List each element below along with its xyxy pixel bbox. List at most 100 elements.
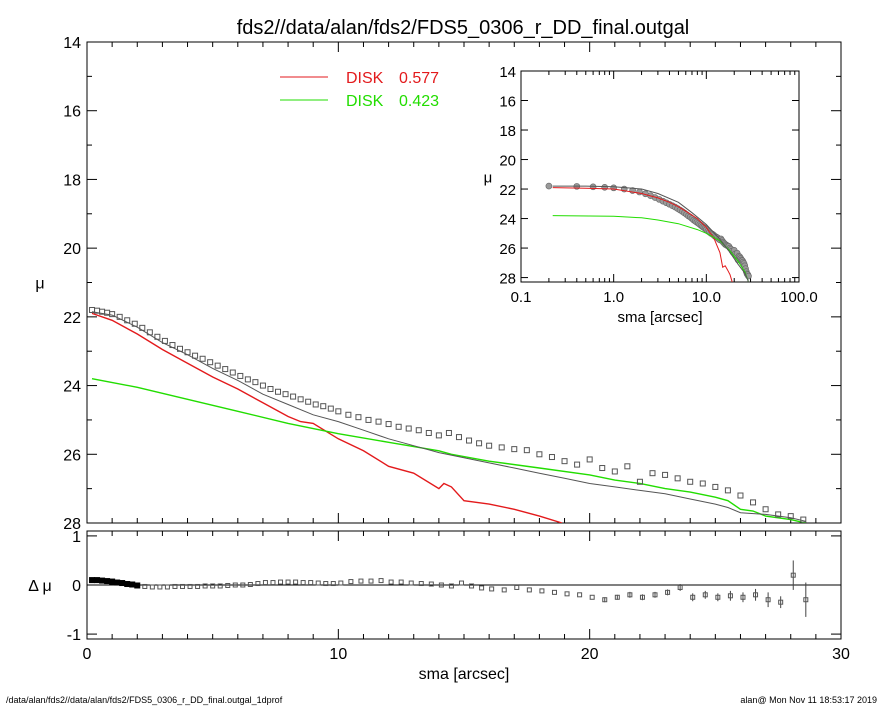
data-point: [750, 499, 757, 506]
residual-point: [104, 578, 111, 585]
data-point: [523, 447, 530, 454]
inset-total-line: [552, 185, 750, 282]
data-point: [574, 461, 581, 468]
data-point: [687, 478, 694, 485]
residual-point: [323, 581, 329, 587]
x-tick-label: 0: [83, 646, 92, 663]
residual-point: [438, 582, 444, 588]
disk2-model-line: [91, 378, 806, 523]
data-point: [548, 454, 555, 461]
residual-point: [740, 594, 746, 600]
y-tick-label: -1: [67, 627, 81, 644]
y-tick-label: 28: [63, 516, 81, 533]
data-point: [124, 317, 131, 324]
data-point: [395, 423, 402, 430]
residual-point: [255, 581, 261, 587]
legend-label: DISK: [346, 70, 384, 87]
legend-value: 0.423: [399, 93, 439, 110]
data-point: [511, 446, 518, 453]
data-point: [199, 355, 206, 362]
y-tick-label: 16: [63, 104, 81, 121]
residual-point: [232, 582, 238, 588]
y-axis-label: Δ μ: [28, 578, 51, 595]
y-tick-label: 16: [499, 94, 516, 111]
data-point: [169, 342, 176, 349]
data-point: [787, 513, 794, 520]
data-point: [800, 516, 807, 523]
y-tick-label: 28: [499, 271, 516, 288]
y-tick-label: 22: [63, 310, 81, 327]
residual-point: [285, 579, 291, 585]
residual-point: [753, 592, 759, 598]
residual-point: [564, 591, 570, 597]
residual-point: [210, 583, 216, 589]
disk1-model-line: [91, 312, 563, 523]
residual-point: [765, 597, 771, 603]
legend-label: DISK: [346, 93, 384, 110]
data-point: [267, 386, 274, 393]
y-tick-label: 1: [72, 529, 81, 546]
data-point: [385, 421, 392, 428]
residual-point: [388, 579, 394, 585]
data-point: [282, 391, 289, 398]
data-point: [674, 475, 681, 482]
x-axis-label: sma [arcsec]: [419, 666, 510, 683]
data-point: [375, 418, 382, 425]
residual-point: [94, 577, 101, 584]
data-point: [237, 372, 244, 379]
residual-point: [378, 578, 384, 584]
inset-data-point: [636, 188, 643, 196]
data-point: [425, 429, 432, 436]
y-tick-label: 26: [499, 241, 516, 258]
y-tick-label: 24: [63, 379, 81, 396]
data-point: [699, 480, 706, 487]
x-tick-label: 30: [832, 646, 850, 663]
y-axis-label: μ: [484, 170, 493, 187]
data-point: [184, 349, 191, 356]
y-tick-label: 20: [499, 153, 516, 170]
footer-timestamp: alan@ Mon Nov 11 18:53:17 2019: [740, 695, 877, 705]
residual-point: [164, 584, 170, 590]
residual-point: [293, 579, 299, 585]
data-point: [192, 352, 199, 359]
residual-point: [99, 577, 106, 584]
data-point: [214, 362, 221, 369]
residual-point: [109, 578, 116, 585]
residual-point: [428, 581, 434, 587]
data-point: [486, 442, 493, 449]
y-tick-label: 0: [72, 578, 81, 595]
data-point: [775, 511, 782, 518]
residual-point: [124, 581, 131, 588]
data-point: [405, 425, 412, 432]
data-point: [116, 313, 123, 320]
y-tick-label: 14: [63, 35, 81, 52]
data-point: [161, 337, 168, 344]
residual-point: [262, 580, 268, 586]
footer-filename: /data/alan/fds2//data/alan/fds2/FDS5_030…: [6, 695, 283, 705]
data-point: [320, 403, 327, 410]
legend: DISK 0.577 DISK 0.423: [280, 70, 439, 110]
data-point: [586, 456, 593, 463]
inset-data-point: [610, 184, 617, 192]
y-tick-label: 14: [499, 64, 516, 81]
data-point: [599, 465, 606, 472]
residual-point: [129, 581, 136, 588]
y-tick-label: 18: [63, 172, 81, 189]
residual-point: [665, 589, 671, 595]
x-tick-label: 10: [329, 646, 347, 663]
main-plot: 14 16 18 20 22 24 26 28 μ DISK 0.577 DISK 0.423: [35, 35, 842, 533]
data-point: [365, 416, 372, 423]
data-point: [109, 311, 116, 318]
data-point: [305, 398, 312, 405]
x-tick-label: 0.1: [511, 289, 532, 306]
residual-point: [526, 587, 532, 593]
x-tick-label: 20: [581, 646, 599, 663]
residual-point: [577, 592, 583, 598]
legend-value: 0.577: [399, 70, 439, 87]
residual-point: [315, 580, 321, 586]
residual-point: [398, 579, 404, 585]
residual-point: [458, 580, 464, 586]
data-point: [415, 427, 422, 434]
x-tick-label: 10.0: [692, 289, 721, 306]
